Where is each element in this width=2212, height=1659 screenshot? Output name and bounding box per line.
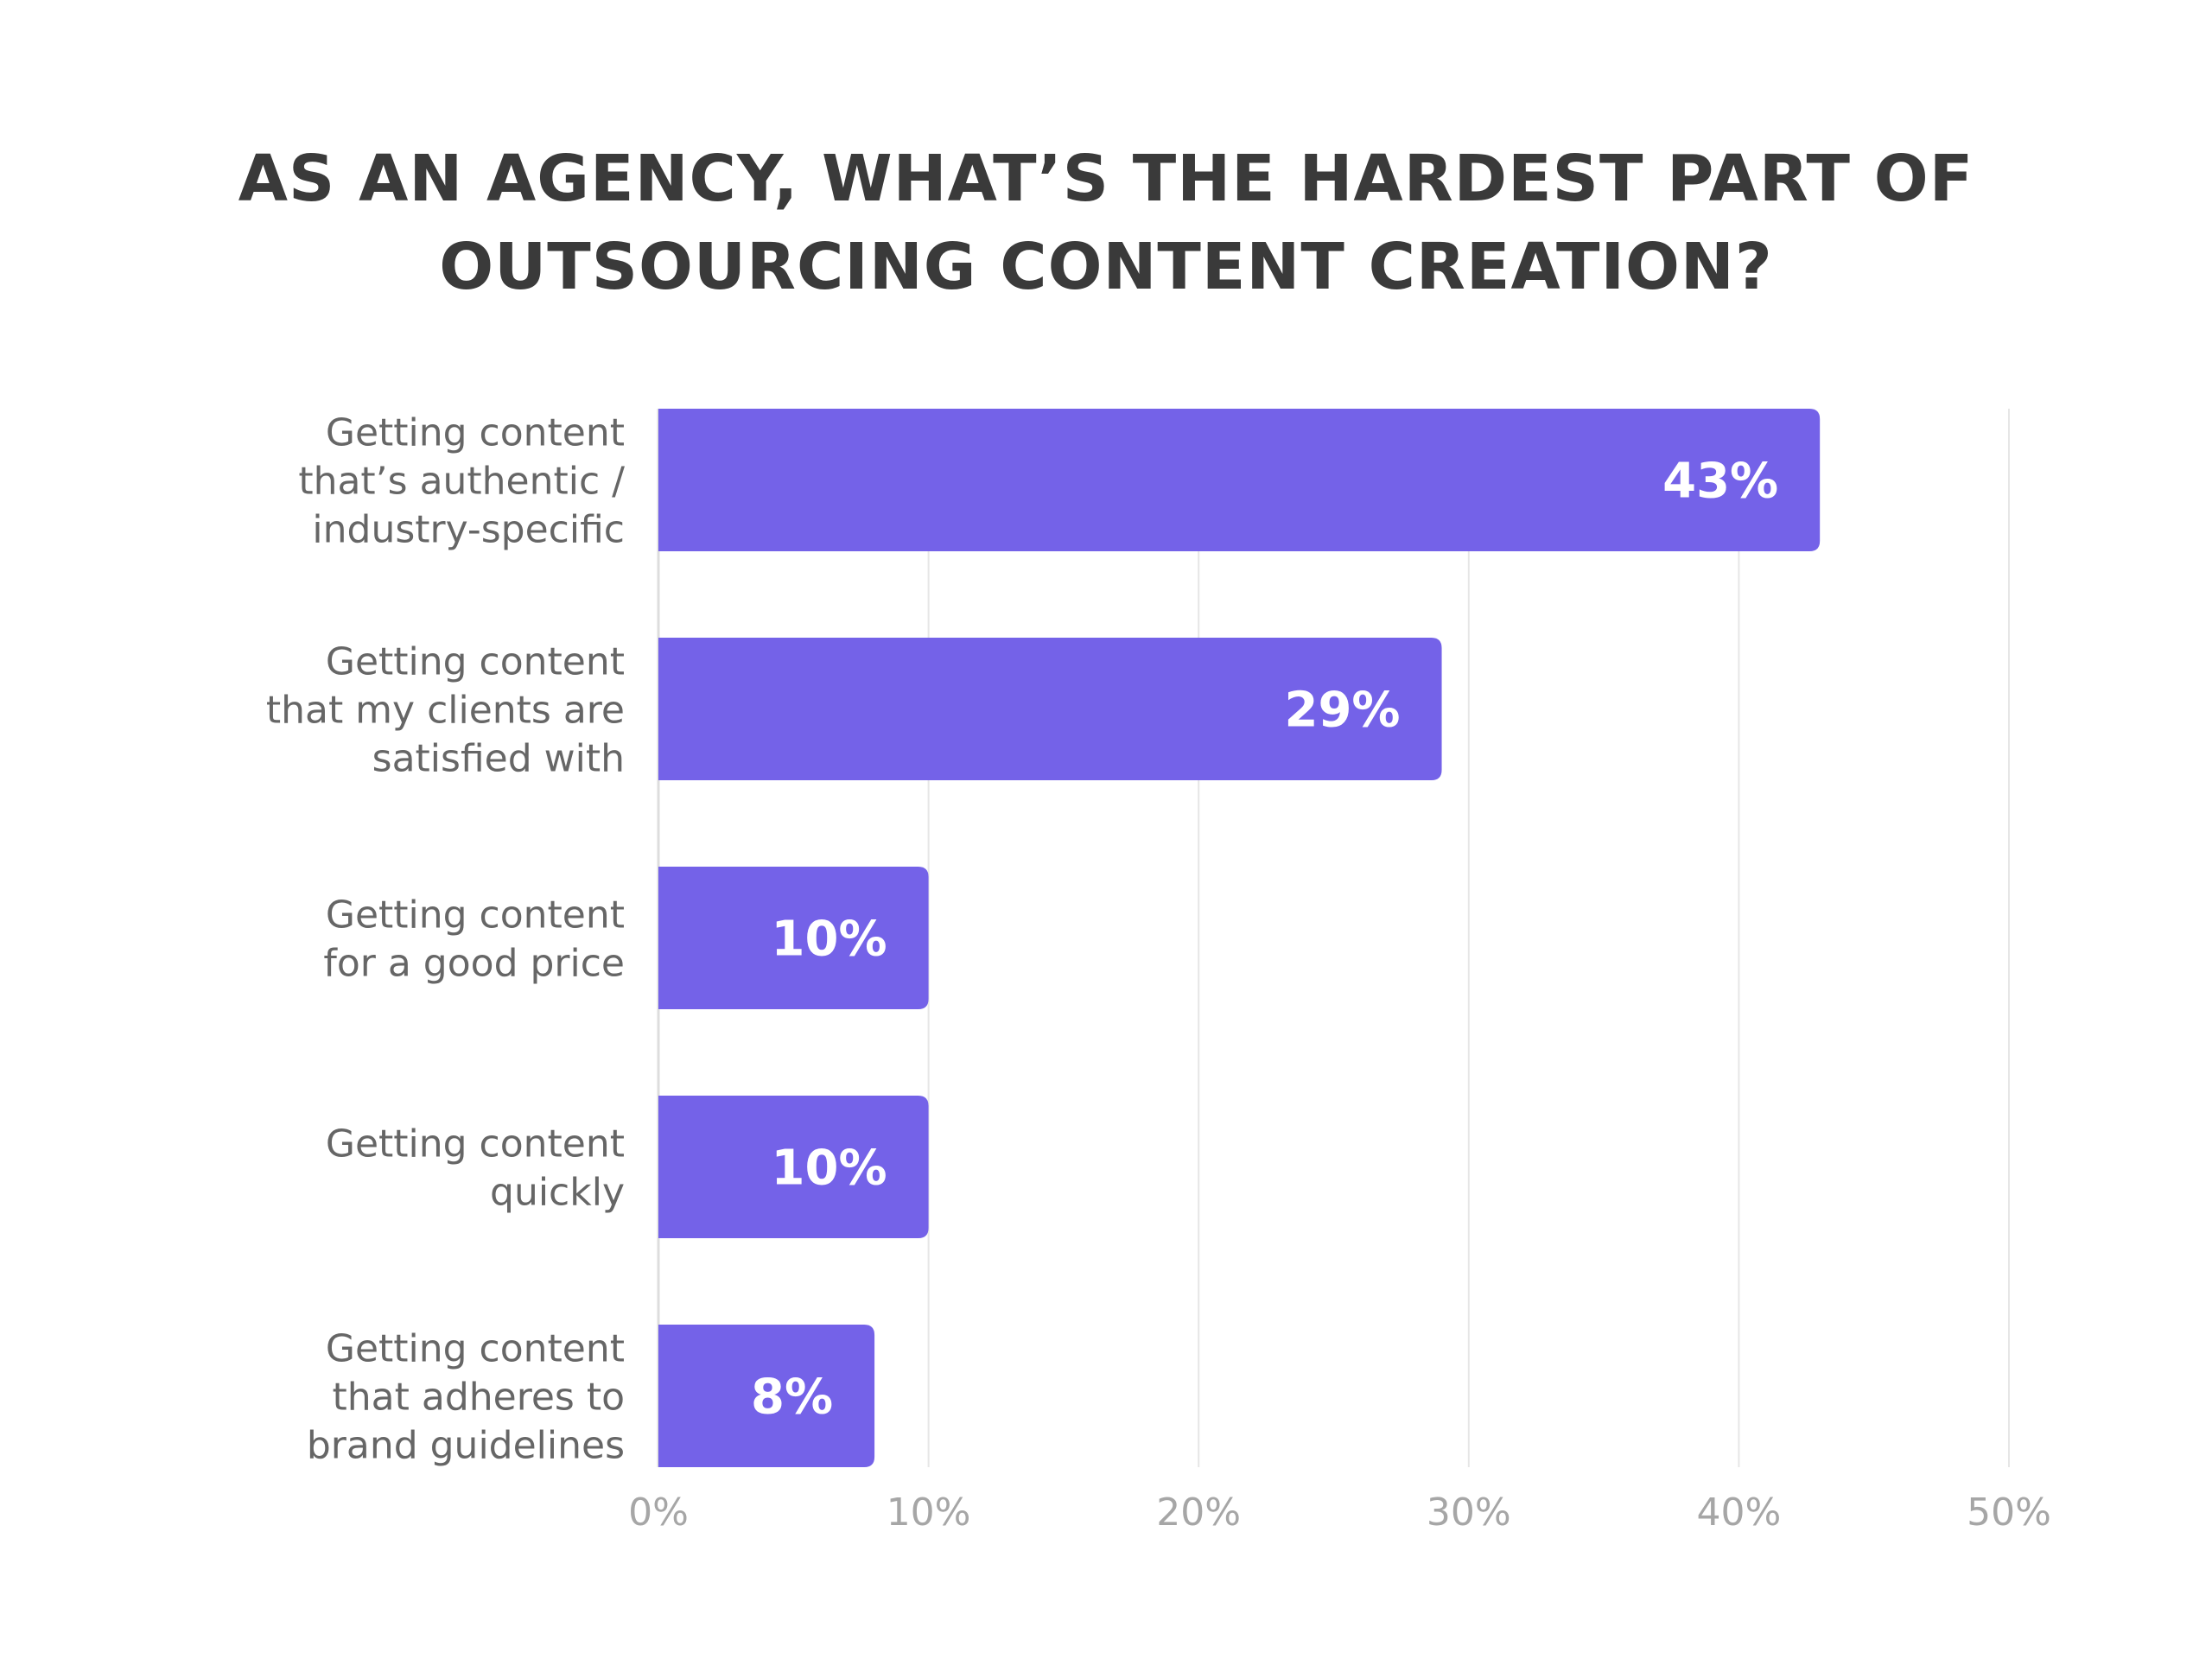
bar <box>658 867 929 1009</box>
x-axis-tick-labels: 0% 10% 20% 30% 40% 50% <box>628 1491 2051 1535</box>
category-label: quickly <box>490 1171 625 1215</box>
category-label: for a good price <box>323 942 625 986</box>
category-label: Getting content <box>326 411 625 455</box>
bar <box>658 638 1442 780</box>
chart-title-line-1: AS AN AGENCY, WHAT’S THE HARDEST PART OF <box>238 142 1974 216</box>
category-label: Getting content <box>326 640 625 684</box>
bar-value-label: 10% <box>772 1141 887 1197</box>
x-tick-label: 30% <box>1427 1491 1511 1535</box>
category-label: that my clients are <box>266 689 625 733</box>
category-label: satisfied with <box>372 737 625 781</box>
category-label: Getting content <box>326 1122 625 1166</box>
category-label: that’s authentic / <box>298 460 625 504</box>
gridlines <box>657 409 2010 1467</box>
chart-title-line-2: OUTSOURCING CONTENT CREATION? <box>439 230 1773 304</box>
category-label: that adheres to <box>333 1376 625 1420</box>
x-tick-label: 20% <box>1156 1491 1241 1535</box>
category-label: Getting content <box>326 1327 625 1371</box>
category-label: brand guidelines <box>307 1424 625 1468</box>
bar <box>658 1096 929 1238</box>
category-label: Getting content <box>326 893 625 938</box>
bar-value-label: 29% <box>1284 683 1400 739</box>
x-tick-label: 50% <box>1967 1491 2051 1535</box>
bars: 43% 29% 10% 10% 8% <box>658 409 1821 1467</box>
bar-value-label: 8% <box>751 1370 833 1426</box>
bar-value-label: 10% <box>772 912 887 968</box>
category-labels: Getting content that’s authentic /industr… <box>266 411 625 1468</box>
bar <box>658 409 1821 551</box>
x-tick-label: 0% <box>628 1491 689 1535</box>
x-tick-label: 40% <box>1697 1491 1782 1535</box>
category-label: industry-specific <box>312 508 625 552</box>
bar <box>658 1325 875 1467</box>
chart-title: AS AN AGENCY, WHAT’S THE HARDEST PART OF… <box>238 142 1974 304</box>
x-tick-label: 10% <box>887 1491 971 1535</box>
bar-value-label: 43% <box>1662 454 1778 510</box>
